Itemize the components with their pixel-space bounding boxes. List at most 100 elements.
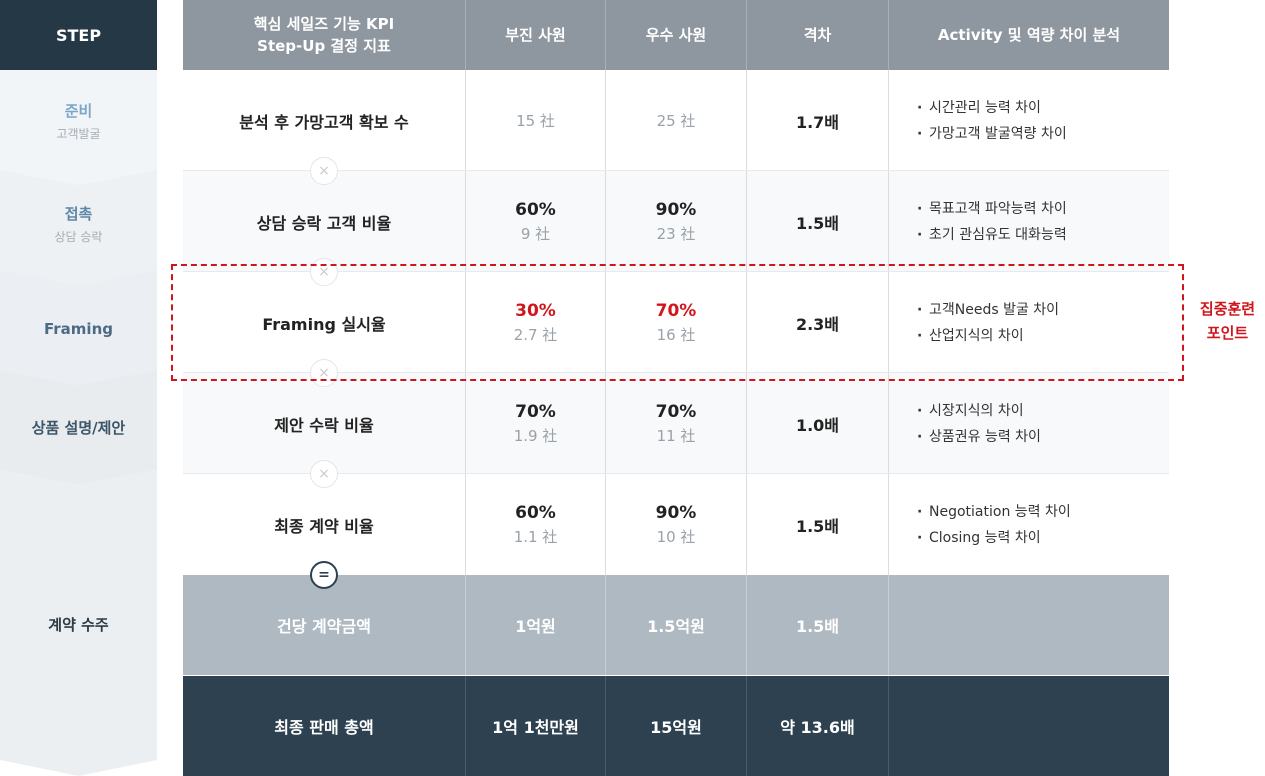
high-percent: 90% [655, 502, 697, 523]
row-analysis: 목표고객 파악능력 차이 초기 관심유도 대화능력 [889, 171, 1169, 272]
header-kpi-line2: Step-Up 결정 지표 [257, 37, 391, 55]
step-title: 계약 수주 [48, 615, 109, 634]
step-subtitle: 상담 승락 [54, 229, 103, 244]
header-divider [465, 0, 466, 70]
column-divider [605, 575, 606, 675]
header-low: 부진 사원 [505, 26, 566, 44]
analysis-bullet: 고객Needs 발굴 차이 [917, 297, 1059, 323]
analysis-bullet: 목표고객 파악능력 차이 [917, 196, 1067, 222]
high-count: 16 社 [656, 325, 696, 344]
row-high: 70% 16 社 [606, 272, 746, 373]
kpi-table: 핵심 세일즈 기능 KPI Step-Up 결정 지표 부진 사원 우수 사원 … [183, 0, 1169, 776]
focus-label-line2: 포인트 [1206, 324, 1249, 342]
step-title: 준비 [64, 101, 93, 120]
step-contact: 접촉 상담 승락 [0, 170, 157, 285]
column-divider [465, 575, 466, 675]
summary-amount-low: 1억원 [515, 617, 556, 636]
summary-amount-high: 1.5억원 [647, 617, 705, 636]
high-percent: 90% [655, 199, 697, 220]
summary-amount-row: 건당 계약금액 1억원 1.5억원 1.5배 [183, 575, 1169, 675]
low-count: 2.7 社 [513, 325, 558, 344]
row-gap: 1.5배 [795, 516, 840, 536]
low-count: 15 社 [516, 111, 555, 130]
row-analysis: Negotiation 능력 차이 Closing 능력 차이 [889, 474, 1169, 575]
column-divider [605, 272, 606, 373]
column-divider [746, 70, 747, 171]
row-analysis: 고객Needs 발굴 차이 산업지식의 차이 [889, 272, 1169, 373]
table-header: 핵심 세일즈 기능 KPI Step-Up 결정 지표 부진 사원 우수 사원 … [183, 0, 1169, 70]
row-divider [183, 473, 1169, 474]
analysis-bullet: Closing 능력 차이 [917, 525, 1041, 551]
table-row: Framing 실시율 30% 2.7 社 70% 16 社 2.3배 고객Ne… [183, 272, 1169, 373]
focus-label: 집중훈련 포인트 [1190, 297, 1265, 345]
step-contract: 계약 수주 [0, 470, 157, 776]
table-row: 최종 계약 비율 60% 1.1 社 90% 10 社 1.5배 Negotia… [183, 474, 1169, 575]
analysis-bullet: 상품권유 능력 차이 [917, 424, 1041, 450]
high-percent: 70% [655, 300, 697, 321]
analysis-bullet: 초기 관심유도 대화능력 [917, 222, 1067, 248]
step-title: Framing [44, 319, 113, 338]
step-arrow-shape [0, 170, 157, 285]
column-divider [888, 171, 889, 272]
column-divider [888, 272, 889, 373]
row-analysis: 시간관리 능력 차이 가망고객 발굴역량 차이 [889, 70, 1169, 171]
step-proposal: 상품 설명/제안 [0, 370, 157, 485]
column-divider [605, 373, 606, 474]
multiply-icon: × [310, 460, 338, 488]
column-divider [746, 272, 747, 373]
step-title: 상품 설명/제안 [31, 419, 126, 437]
step-arrow-shape [0, 370, 157, 485]
header-high: 우수 사원 [645, 26, 707, 44]
row-kpi: 분석 후 가망고객 확보 수 [239, 112, 409, 132]
row-gap: 2.3배 [795, 314, 840, 334]
row-gap: 1.0배 [795, 415, 840, 435]
row-divider [183, 372, 1169, 373]
row-low: 30% 2.7 社 [466, 272, 605, 373]
row-low: 70% 1.9 社 [466, 373, 605, 474]
column-divider [465, 70, 466, 171]
header-divider [888, 0, 889, 70]
step-header: STEP [0, 0, 157, 70]
step-column: STEP 준비 고객발굴 접촉 상담 승락 Framing [0, 0, 157, 776]
analysis-bullet: 시장지식의 차이 [917, 398, 1024, 424]
summary-amount-gap: 1.5배 [795, 617, 840, 636]
column-divider [888, 575, 889, 675]
row-analysis: 시장지식의 차이 상품권유 능력 차이 [889, 373, 1169, 474]
header-divider [746, 0, 747, 70]
focus-label-line1: 집중훈련 [1199, 300, 1256, 318]
low-percent: 70% [515, 401, 556, 422]
low-percent: 60% [515, 502, 556, 523]
analysis-bullet: 산업지식의 차이 [917, 323, 1024, 349]
high-count: 23 社 [656, 224, 696, 243]
row-low: 60% 1.1 社 [466, 474, 605, 575]
column-divider [465, 676, 466, 776]
row-high: 90% 10 社 [606, 474, 746, 575]
row-high: 70% 11 社 [606, 373, 746, 474]
column-divider [746, 171, 747, 272]
high-count: 10 社 [656, 527, 696, 546]
step-title: 접촉 [64, 204, 93, 223]
table-row: 상담 승락 고객 비율 60% 9 社 90% 23 社 1.5배 목표고객 파… [183, 171, 1169, 272]
row-kpi: 제안 수락 비율 [274, 415, 374, 435]
table-row: 분석 후 가망고객 확보 수 15 社 25 社 1.7배 시간관리 능력 차이… [183, 70, 1169, 171]
header-divider [605, 0, 606, 70]
row-gap: 1.7배 [795, 112, 840, 132]
row-gap: 1.5배 [795, 213, 840, 233]
column-divider [746, 575, 747, 675]
header-gap: 격차 [803, 26, 832, 44]
column-divider [465, 373, 466, 474]
analysis-bullet: 시간관리 능력 차이 [917, 95, 1041, 121]
multiply-icon: × [310, 359, 338, 387]
analysis-bullet: 가망고객 발굴역량 차이 [917, 121, 1067, 147]
summary-amount-kpi: 건당 계약금액 [277, 617, 371, 636]
high-count: 25 社 [656, 111, 696, 130]
step-prepare: 준비 고객발굴 [0, 70, 157, 185]
row-low: 15 社 [466, 70, 605, 171]
column-divider [888, 70, 889, 171]
low-count: 1.9 社 [513, 426, 558, 445]
step-subtitle: 고객발굴 [56, 126, 101, 141]
column-divider [605, 676, 606, 776]
step-framing: Framing [0, 270, 157, 385]
row-high: 25 社 [606, 70, 746, 171]
low-percent: 60% [515, 199, 556, 220]
